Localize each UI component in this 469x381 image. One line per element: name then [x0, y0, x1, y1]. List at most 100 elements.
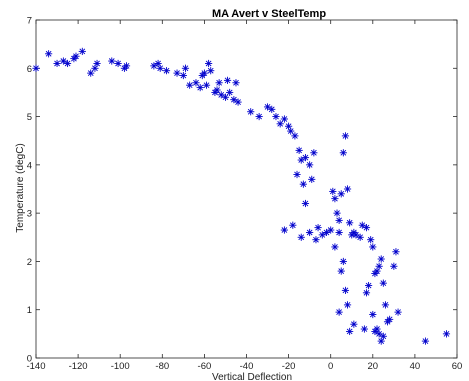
data-point — [346, 219, 354, 227]
data-point — [247, 108, 255, 116]
data-point — [367, 236, 375, 244]
x-axis-label: Vertical Deflection — [212, 372, 292, 381]
x-tick-label: 20 — [368, 361, 379, 372]
x-tick-label: 0 — [328, 361, 333, 372]
data-point — [114, 59, 122, 68]
y-tick-label: 2 — [27, 257, 32, 268]
data-point — [196, 84, 204, 92]
data-point — [179, 71, 187, 80]
data-point — [310, 149, 318, 157]
data-point — [356, 233, 364, 241]
data-point — [156, 64, 164, 72]
data-point — [362, 289, 371, 297]
data-point — [379, 279, 387, 287]
y-tick-label: 4 — [27, 160, 32, 171]
y-tick-label: 5 — [27, 112, 32, 123]
data-point — [32, 64, 40, 72]
x-tick-label: -120 — [69, 361, 88, 372]
data-point — [331, 243, 339, 251]
data-point — [192, 79, 200, 87]
data-point — [205, 59, 213, 68]
data-point — [375, 330, 383, 338]
x-tick-label: 60 — [452, 361, 463, 372]
data-point — [234, 98, 242, 106]
data-point — [360, 325, 368, 333]
data-point — [223, 76, 232, 84]
data-point — [312, 236, 320, 244]
data-point — [386, 315, 394, 323]
plot-frame — [35, 19, 458, 359]
data-point — [369, 243, 377, 251]
data-point — [327, 226, 335, 234]
data-point — [301, 199, 310, 208]
x-tick-label: 40 — [410, 361, 421, 372]
data-point — [394, 308, 402, 316]
data-point — [122, 62, 131, 70]
data-point — [186, 81, 194, 89]
x-tick-label: -80 — [155, 361, 169, 372]
data-point — [162, 67, 171, 75]
data-point — [289, 221, 297, 229]
data-point — [337, 190, 345, 198]
data-point — [339, 149, 347, 157]
data-point — [335, 308, 343, 316]
data-point — [343, 301, 352, 309]
data-point — [341, 286, 350, 294]
data-point — [221, 93, 230, 101]
x-tick-label: -40 — [240, 361, 254, 372]
data-point — [346, 327, 354, 336]
data-point — [392, 248, 400, 256]
data-point — [306, 161, 314, 169]
data-point — [335, 228, 343, 237]
data-point — [293, 170, 301, 179]
y-tick-label: 1 — [27, 305, 32, 316]
data-point — [329, 187, 337, 196]
data-point — [181, 64, 190, 72]
data-point — [377, 255, 385, 263]
data-point — [202, 81, 211, 89]
data-point — [78, 47, 86, 55]
data-point — [306, 228, 314, 237]
data-point — [362, 224, 371, 232]
data-point — [232, 79, 240, 87]
data-point — [442, 330, 451, 338]
data-point — [308, 175, 316, 183]
data-point — [230, 96, 238, 104]
data-point — [268, 105, 276, 113]
data-point — [381, 301, 390, 309]
data-point — [369, 310, 377, 319]
data-point — [335, 216, 343, 224]
data-point — [72, 52, 80, 60]
data-point — [53, 59, 61, 68]
data-point — [375, 262, 383, 270]
data-point — [390, 262, 398, 270]
x-tick-label: -60 — [198, 361, 212, 372]
data-point — [299, 180, 307, 188]
data-point — [215, 79, 223, 87]
data-point — [379, 332, 387, 340]
data-point — [337, 267, 345, 275]
data-point — [333, 209, 341, 217]
y-axis-label: Temperature (degC) — [15, 143, 26, 232]
y-tick-label: 6 — [27, 64, 32, 75]
data-point — [226, 88, 234, 97]
data-point — [255, 112, 263, 121]
data-point — [343, 185, 352, 193]
data-point — [200, 69, 208, 77]
data-point — [291, 132, 299, 140]
data-point — [207, 67, 215, 75]
data-point — [276, 120, 284, 128]
data-point — [280, 115, 288, 123]
data-point — [297, 233, 305, 241]
data-point — [45, 50, 53, 58]
data-point — [108, 57, 116, 65]
data-point — [421, 337, 430, 345]
data-point — [87, 69, 95, 77]
data-point — [63, 59, 72, 68]
data-point — [301, 154, 310, 162]
data-point — [350, 320, 358, 328]
chart-title: MA Avert v SteelTemp — [212, 8, 326, 20]
y-tick-label: 3 — [27, 209, 32, 220]
